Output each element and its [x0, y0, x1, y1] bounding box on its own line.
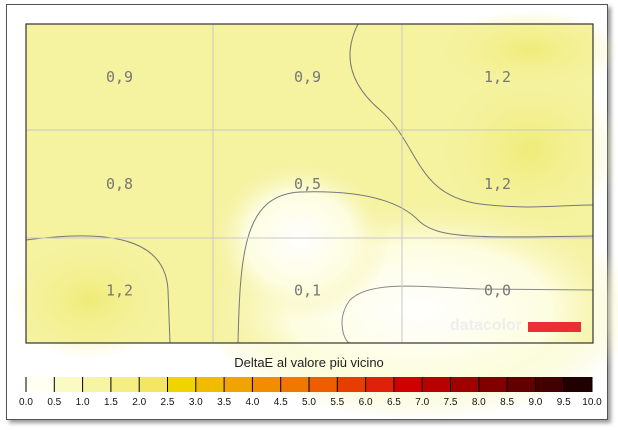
- cell-value: 0,9: [294, 68, 321, 86]
- colorbar-tick-label: 7.5: [444, 397, 458, 408]
- colorbar-tick-label: 2.0: [132, 397, 146, 408]
- colorbar-segment: [563, 377, 593, 392]
- colorbar-segment: [280, 377, 310, 392]
- colorbar-tick-label: 0.5: [47, 397, 61, 408]
- colorbar-segment: [337, 377, 367, 392]
- colorbar-segment: [478, 377, 508, 392]
- colorbar-segment: [54, 377, 84, 392]
- cell-value: 0,8: [106, 175, 133, 193]
- colorbar-segment: [26, 377, 55, 392]
- colorbar-tick-label: 3.5: [217, 397, 231, 408]
- colorbar-segment: [393, 377, 423, 392]
- colorbar-segment: [82, 377, 112, 392]
- cell-value: 0,1: [294, 282, 321, 300]
- contour-line: [25, 235, 171, 344]
- colorbar-tick-label: 5.0: [302, 397, 316, 408]
- colorbar-segment: [195, 377, 225, 392]
- colorbar-tick-label: 5.5: [330, 397, 344, 408]
- colorbar-tick-label: 7.0: [415, 397, 429, 408]
- colorbar-tick-label: 0.0: [19, 397, 33, 408]
- colorbar-segment: [167, 377, 197, 392]
- datacolor-logo: datacolor: [450, 317, 522, 334]
- colorbar-tick-label: 2.5: [161, 397, 175, 408]
- colorbar-segment: [450, 377, 480, 392]
- cell-value: 0,0: [484, 282, 511, 300]
- colorbar-segment: [507, 377, 536, 392]
- colorbar-segment: [110, 377, 140, 392]
- colorbar-segment: [224, 377, 253, 392]
- colorbar-tick-label: 6.0: [359, 397, 373, 408]
- colorbar-tick-label: 9.0: [528, 397, 542, 408]
- colorbar-segment: [309, 377, 338, 392]
- cell-value: 0,5: [294, 175, 321, 193]
- colorbar-tick-label: 9.5: [557, 397, 571, 408]
- contour-line: [341, 285, 594, 344]
- colorbar-segment: [365, 377, 395, 392]
- cell-value: 1,2: [484, 68, 511, 86]
- colorbar-tick-label: 1.5: [104, 397, 118, 408]
- colorbar-segment: [422, 377, 451, 392]
- colorbar-tick-label: 6.5: [387, 397, 401, 408]
- colorbar-segment: [139, 377, 168, 392]
- colorbar-tick-label: 10.0: [582, 397, 602, 408]
- cell-value: 1,2: [484, 175, 511, 193]
- cell-value: 1,2: [106, 282, 133, 300]
- colorbar: 0.0 0.5 1.0 1.5 2.0 2.5 3.0 3.5 4.0 4.5 5.0 5.5 6.0 6…: [19, 377, 602, 408]
- colorbar-title: DeltaE al valore più vicino: [234, 355, 384, 370]
- plot-border: [25, 23, 594, 344]
- cell-value: 0,9: [106, 68, 133, 86]
- gridlines: [26, 24, 593, 343]
- colorbar-tick-label: 4.0: [245, 397, 259, 408]
- colorbar-segment: [535, 377, 565, 392]
- colorbar-segment: [252, 377, 282, 392]
- colorbar-tick-label: 8.0: [472, 397, 486, 408]
- colorbar-tick-label: 4.5: [274, 397, 288, 408]
- contour-line: [237, 191, 594, 344]
- heatmap-area: [10, 10, 618, 420]
- colorbar-tick-label: 3.0: [189, 397, 203, 408]
- datacolor-logo-bar: [528, 322, 581, 332]
- colorbar-tick-label: 8.5: [500, 397, 514, 408]
- colorbar-tick-label: 1.0: [76, 397, 90, 408]
- contour-line: [349, 23, 594, 208]
